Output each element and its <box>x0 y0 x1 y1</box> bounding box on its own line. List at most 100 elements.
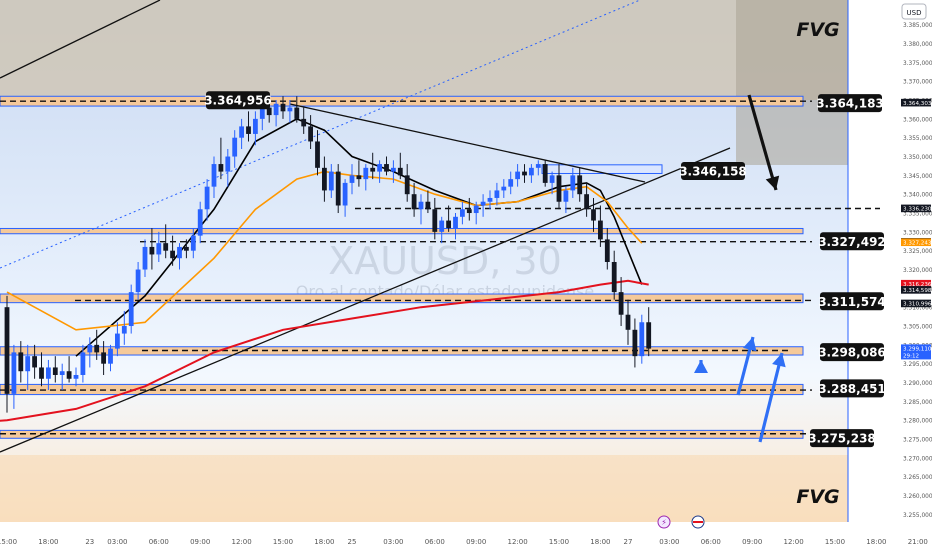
candle <box>46 359 51 391</box>
currency-button-box[interactable] <box>901 3 927 20</box>
price-level-label[interactable]: 3.298,086 <box>818 343 886 362</box>
candle <box>584 182 589 217</box>
candle <box>308 115 313 149</box>
candle <box>639 314 645 364</box>
candle-body <box>121 326 127 334</box>
price-label-box[interactable] <box>820 232 884 251</box>
candle <box>32 344 37 379</box>
axis-marker-box <box>901 286 931 294</box>
bearish-arrow-icon <box>747 94 780 191</box>
price-label-box[interactable] <box>206 91 270 110</box>
candle-body <box>315 141 320 168</box>
price-label-text: 3.327,492 <box>818 235 886 249</box>
price-axis-marker: 3.364,303 <box>901 98 932 107</box>
price-axis-marker: 3.316,236 <box>901 279 932 288</box>
candle-body <box>556 175 562 202</box>
candle <box>522 164 527 183</box>
price-level-label[interactable]: 3.288,451 <box>818 379 886 398</box>
candle <box>39 352 44 387</box>
price-label-text: 3.311,574 <box>818 295 886 309</box>
candle <box>363 164 369 191</box>
candle-body <box>404 175 410 195</box>
time-tick-label: 06:00 <box>425 538 445 546</box>
candle <box>542 160 548 187</box>
candle-body <box>625 314 631 330</box>
candle <box>377 160 382 183</box>
price-level-label[interactable]: 3.327,492 <box>818 232 886 251</box>
price-tick-label: 3.275,000 <box>903 438 932 444</box>
time-tick-label: 23 <box>85 538 94 546</box>
axis-marker-box <box>901 204 931 213</box>
candle-body <box>411 194 417 210</box>
upper-fvg-shade <box>0 0 848 100</box>
candle <box>563 186 569 214</box>
moving-average-ma_slow <box>0 279 649 422</box>
price-level-label[interactable]: 3.311,574 <box>818 292 886 311</box>
trend-lines <box>0 0 731 453</box>
candle-body <box>87 344 93 353</box>
candle-body <box>604 239 610 262</box>
candle-body <box>529 167 534 176</box>
candle-body <box>508 179 514 187</box>
candle-body <box>522 171 527 176</box>
candle <box>604 228 610 270</box>
candle <box>411 182 417 217</box>
price-label-box[interactable] <box>820 379 884 398</box>
candle-body <box>287 107 293 112</box>
time-axis-panel[interactable] <box>0 522 932 550</box>
candle <box>404 164 410 202</box>
axis-marker-box <box>901 344 931 360</box>
candle-body <box>115 333 120 349</box>
price-axis-marker: 3.336,230 <box>901 204 932 213</box>
currency-button-label: USD <box>907 9 922 17</box>
candle-body <box>142 246 148 270</box>
price-level-label[interactable]: 3.275,238 <box>808 429 876 448</box>
candle-body <box>294 107 300 119</box>
price-label-box[interactable] <box>820 343 884 362</box>
time-tick-label: 21:00 <box>908 538 928 546</box>
axis-marker-box <box>901 98 931 107</box>
candle <box>446 205 451 232</box>
candle <box>135 261 141 300</box>
candle-body <box>32 356 37 368</box>
candle <box>225 148 231 187</box>
price-label-box[interactable] <box>820 292 884 311</box>
candle <box>59 363 65 391</box>
price-label-text: 3.364,183 <box>816 97 884 111</box>
candle <box>342 179 348 217</box>
price-tick-label: 3.360,000 <box>903 117 932 123</box>
price-tick-label: 3.350,000 <box>903 155 932 161</box>
candle-body <box>632 329 638 357</box>
candle <box>487 190 493 210</box>
candle-body <box>487 197 493 202</box>
arrow-shaft <box>747 94 778 191</box>
price-axis-marker: 3.314,598 <box>901 286 932 294</box>
price-level-label[interactable]: 3.364,956 <box>204 91 272 110</box>
time-tick-label: 06:00 <box>701 538 721 546</box>
candle <box>197 201 203 244</box>
price-tick-label: 3.310,000 <box>903 306 932 312</box>
candle <box>370 152 376 180</box>
price-label-box[interactable] <box>810 429 874 448</box>
time-tick-label: 18:00 <box>38 538 58 546</box>
price-label-box[interactable] <box>681 162 745 181</box>
candle <box>418 194 424 225</box>
candle-body <box>46 367 51 379</box>
candle-body <box>425 201 431 210</box>
candle-body <box>170 250 175 259</box>
candle-body <box>397 167 403 176</box>
price-level-label[interactable]: 3.346,158 <box>679 162 747 181</box>
lightning-event-icon[interactable] <box>657 515 671 529</box>
candle <box>625 299 631 345</box>
candle-body <box>225 156 231 172</box>
time-tick-label: 06:00 <box>149 538 169 546</box>
price-label-box[interactable] <box>818 94 882 113</box>
candle <box>349 164 355 195</box>
price-level-label[interactable]: 3.364,183 <box>816 94 884 113</box>
candle-body <box>308 126 313 142</box>
time-tick-label: 15:00 <box>825 538 845 546</box>
candle <box>570 167 576 198</box>
currency-button[interactable]: USD <box>901 3 927 20</box>
